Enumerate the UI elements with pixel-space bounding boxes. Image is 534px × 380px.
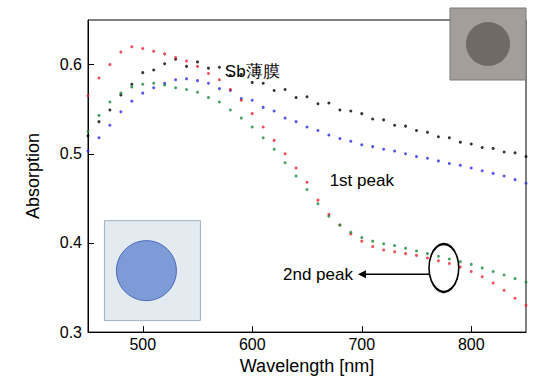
svg-text:2nd peak: 2nd peak: [283, 265, 353, 284]
svg-text:1st peak: 1st peak: [330, 171, 395, 190]
svg-text:0.5: 0.5: [60, 145, 82, 162]
svg-text:0.6: 0.6: [60, 56, 82, 73]
svg-text:Absorption: Absorption: [23, 133, 43, 219]
svg-text:600: 600: [239, 336, 266, 353]
svg-text:800: 800: [458, 336, 485, 353]
svg-text:Sb薄膜: Sb薄膜: [225, 62, 280, 81]
svg-text:0.3: 0.3: [60, 324, 82, 341]
svg-text:700: 700: [348, 336, 375, 353]
svg-text:Wavelength [nm]: Wavelength [nm]: [240, 356, 374, 376]
svg-text:500: 500: [129, 336, 156, 353]
svg-text:0.4: 0.4: [60, 234, 82, 251]
